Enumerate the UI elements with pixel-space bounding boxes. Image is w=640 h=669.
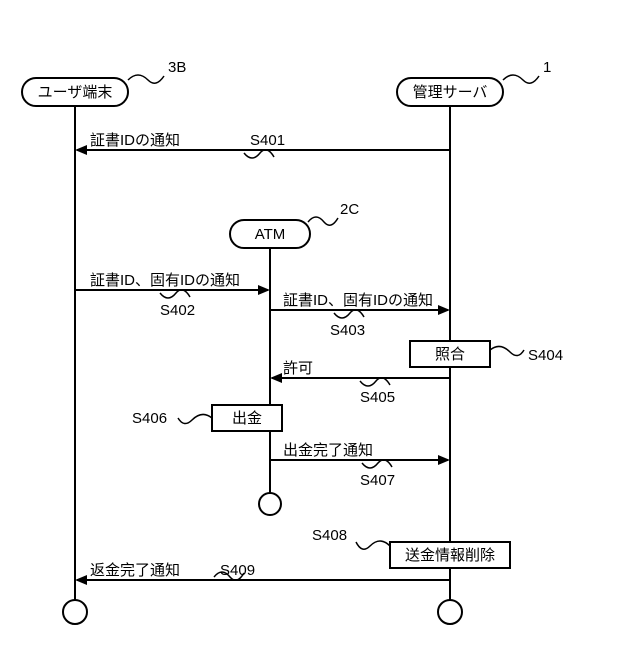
action-withdraw-label: 出金 <box>232 410 262 427</box>
node-user-tag: 3B <box>168 59 186 76</box>
message-s402-step: S402 <box>160 302 195 319</box>
message-s403-step: S403 <box>330 322 365 339</box>
action-verify-label: 照合 <box>435 346 465 363</box>
node-server-label: 管理サーバ <box>413 84 488 101</box>
node-server: 管理サーバ 1 <box>397 59 551 106</box>
node-user: ユーザ端末 3B <box>22 59 186 106</box>
message-s402: 証書ID、固有IDの通知 S402 <box>75 272 268 319</box>
node-atm-label: ATM <box>255 226 286 243</box>
message-s407: 出金完了通知 S407 <box>270 442 448 489</box>
action-delete-step: S408 <box>312 527 347 544</box>
lifeline-user-end <box>63 600 87 624</box>
message-s403: 証書ID、固有IDの通知 S403 <box>270 292 448 339</box>
message-s403-label: 証書ID、固有IDの通知 <box>283 292 433 309</box>
node-user-label: ユーザ端末 <box>38 84 113 101</box>
node-server-tag: 1 <box>543 59 551 76</box>
message-s405-step: S405 <box>360 389 395 406</box>
action-verify: 照合 S404 <box>410 341 563 367</box>
lifeline-server-end <box>438 600 462 624</box>
action-delete: 送金情報削除 S408 <box>312 527 510 568</box>
node-atm: ATM 2C <box>230 201 359 248</box>
action-delete-label: 送金情報削除 <box>405 547 495 564</box>
action-withdraw: 出金 S406 <box>132 405 282 431</box>
message-s407-step: S407 <box>360 472 395 489</box>
message-s407-label: 出金完了通知 <box>283 442 373 459</box>
lifeline-atm-end <box>259 493 281 515</box>
action-verify-step: S404 <box>528 347 563 364</box>
message-s402-label: 証書ID、固有IDの通知 <box>90 272 240 289</box>
message-s401: 証書IDの通知 S401 <box>77 132 450 158</box>
message-s401-step: S401 <box>250 132 285 149</box>
message-s409-label: 返金完了通知 <box>90 562 180 579</box>
message-s401-label: 証書IDの通知 <box>90 132 180 149</box>
message-s409-step: S409 <box>220 562 255 579</box>
message-s405-label: 許可 <box>283 360 313 377</box>
action-withdraw-step: S406 <box>132 410 167 427</box>
node-atm-tag: 2C <box>340 201 359 218</box>
